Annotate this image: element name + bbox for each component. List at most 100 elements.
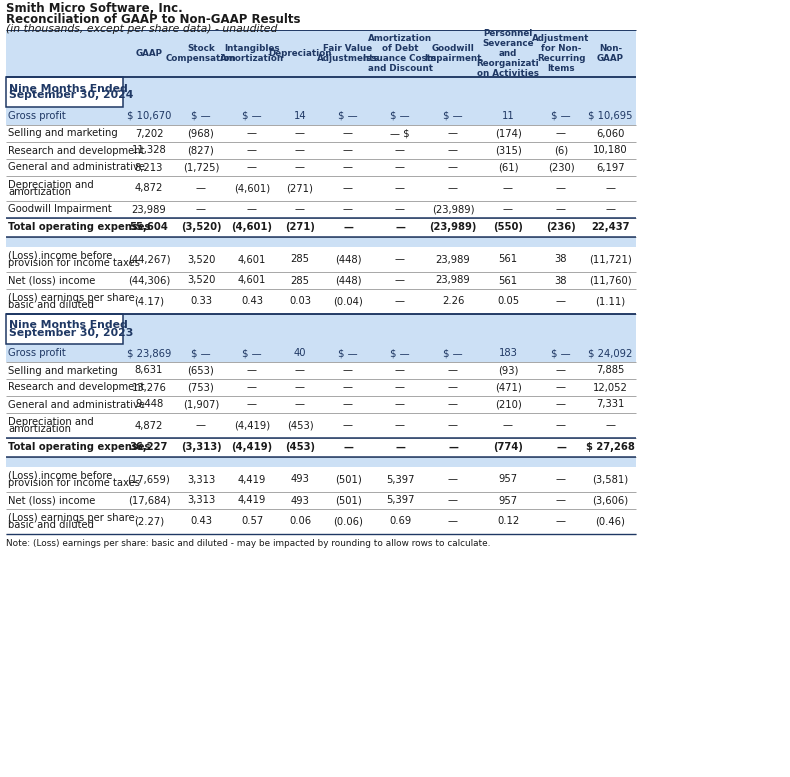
Text: (271): (271) [287,183,314,193]
Text: 8,631: 8,631 [135,365,164,375]
Text: Non-
GAAP: Non- GAAP [597,44,624,63]
Text: $ —: $ — [390,111,410,121]
Text: Depreciation and: Depreciation and [8,180,94,190]
Text: (774): (774) [493,442,523,452]
Text: (0.06): (0.06) [333,517,363,527]
Text: 561: 561 [498,276,517,285]
Text: 55,604: 55,604 [130,222,168,232]
Text: (471): (471) [495,382,521,392]
Bar [6,314,123,344]
Text: (4,601): (4,601) [234,183,270,193]
Text: 0.69: 0.69 [389,517,411,527]
Text: Research and development: Research and development [8,382,145,392]
Text: —: — [448,475,458,485]
Text: Gross profit: Gross profit [8,348,66,358]
Bar [6,314,636,344]
Text: —: — [395,420,405,430]
Text: 23,989: 23,989 [435,276,470,285]
Text: provision for income taxes: provision for income taxes [8,258,140,268]
Text: —: — [343,128,353,138]
Text: (550): (550) [493,222,523,232]
Text: —: — [448,420,458,430]
Text: (968): (968) [188,128,214,138]
Text: —: — [343,442,353,452]
Text: amortization: amortization [8,187,71,197]
Text: 5,397: 5,397 [386,475,414,485]
Text: —: — [448,517,458,527]
Text: —: — [247,399,257,409]
Text: 0.57: 0.57 [241,517,263,527]
Bar [6,509,636,534]
Bar [6,125,636,142]
Text: (4.17): (4.17) [134,297,164,306]
Text: 3,313: 3,313 [187,475,215,485]
Text: (236): (236) [546,222,576,232]
Text: 8,213: 8,213 [135,162,164,172]
Text: September 30, 2024: September 30, 2024 [9,90,134,100]
Text: —: — [395,365,405,375]
Bar [6,218,636,237]
Bar [6,201,636,218]
Text: Goodwill Impairment: Goodwill Impairment [8,204,111,214]
Text: (827): (827) [188,145,214,155]
Text: —: — [503,204,513,214]
Text: (4,601): (4,601) [231,222,273,232]
Bar [6,247,636,272]
Text: —: — [343,365,353,375]
Bar [6,457,636,467]
Text: —: — [556,475,566,485]
Text: 23,989: 23,989 [132,204,167,214]
Text: September 30, 2023: September 30, 2023 [9,327,134,337]
Text: 4,872: 4,872 [135,420,164,430]
Text: Intangibles
Amortization: Intangibles Amortization [220,44,284,63]
Text: 36,227: 36,227 [130,442,168,452]
Text: provision for income taxes: provision for income taxes [8,478,140,488]
Text: —: — [343,420,353,430]
Text: —: — [343,162,353,172]
Text: —: — [448,496,458,506]
Bar [6,237,636,247]
Text: 7,331: 7,331 [596,399,625,409]
Text: 3,313: 3,313 [187,496,215,506]
Text: $ 23,869: $ 23,869 [127,348,171,358]
Text: (Loss) income before: (Loss) income before [8,251,112,261]
Bar [6,30,636,77]
Text: Amortization
of Debt
Issuance Costs
and Discount: Amortization of Debt Issuance Costs and … [363,34,437,73]
Text: —: — [395,442,405,452]
Text: —: — [395,145,405,155]
Text: —: — [556,496,566,506]
Text: 5,397: 5,397 [386,496,414,506]
Bar [6,77,636,107]
Bar [6,467,636,492]
Text: —: — [395,276,405,285]
Text: 38: 38 [555,276,567,285]
Text: Total operating expenses: Total operating expenses [8,222,150,232]
Text: —: — [295,399,305,409]
Text: 0.06: 0.06 [289,517,311,527]
Text: (1.11): (1.11) [596,297,626,306]
Bar [6,176,636,201]
Text: (Loss) income before: (Loss) income before [8,471,112,481]
Text: —: — [343,204,353,214]
Text: 957: 957 [498,496,517,506]
Text: —: — [247,382,257,392]
Text: Nine Months Ended: Nine Months Ended [9,83,128,93]
Text: —: — [605,204,615,214]
Text: —: — [247,204,257,214]
Text: (4,419): (4,419) [231,442,273,452]
Text: —: — [247,162,257,172]
Text: $ —: $ — [390,348,410,358]
Text: —: — [395,204,405,214]
Text: 4,419: 4,419 [238,496,266,506]
Text: (3,606): (3,606) [592,496,629,506]
Text: (0.46): (0.46) [596,517,626,527]
Text: (23,989): (23,989) [429,222,476,232]
Bar [6,107,636,125]
Text: (23,989): (23,989) [432,204,474,214]
Text: —: — [395,255,405,264]
Text: —: — [196,183,206,193]
Text: (11,721): (11,721) [589,255,632,264]
Text: —: — [343,222,353,232]
Text: (4,419): (4,419) [234,420,270,430]
Text: —: — [343,183,353,193]
